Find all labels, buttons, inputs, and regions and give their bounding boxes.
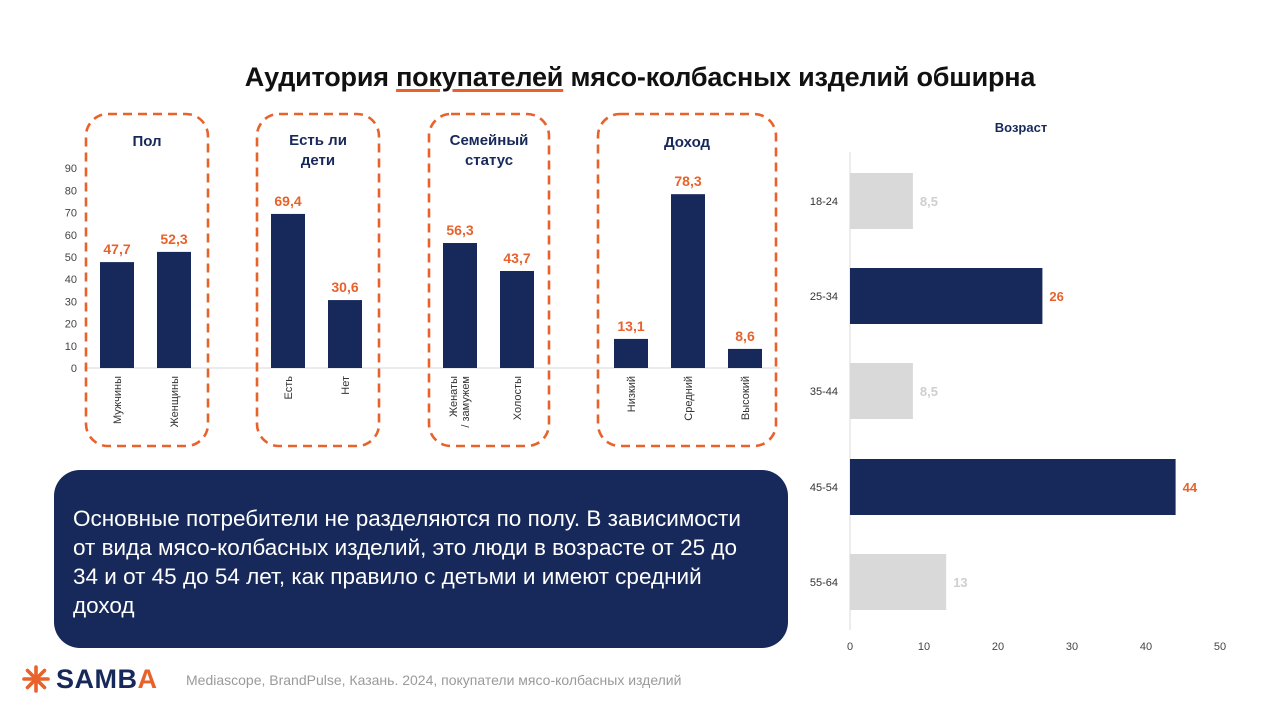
bar <box>328 300 362 368</box>
age-category-label: 25-34 <box>810 291 838 303</box>
category-label: Средний <box>683 376 695 421</box>
category-label: Есть <box>283 376 295 400</box>
bar-value-label: 13,1 <box>617 318 644 334</box>
bar <box>671 194 705 368</box>
category-label: Высокий <box>740 376 752 420</box>
bar-value-label: 52,3 <box>160 231 187 247</box>
group-title: Доход <box>664 134 711 151</box>
age-bar <box>850 268 1043 324</box>
group-frame <box>596 112 778 448</box>
category-label: Нет <box>340 376 352 395</box>
page-title: Аудитория покупателей мясо-колбасных изд… <box>0 62 1280 93</box>
age-bar-value-label: 13 <box>953 575 967 590</box>
x-tick-label: 0 <box>847 641 853 653</box>
bar <box>500 270 534 368</box>
y-tick-label: 50 <box>65 252 77 264</box>
category-label: Женщины <box>169 376 181 427</box>
bar-value-label: 78,3 <box>674 173 701 189</box>
bar <box>614 338 648 368</box>
category-label: / замужем <box>460 376 472 428</box>
bar <box>728 348 762 368</box>
y-tick-label: 20 <box>65 319 77 331</box>
summary-box: Основные потребители не разделяются по п… <box>54 470 788 648</box>
group-frame <box>84 112 210 448</box>
y-tick-label: 30 <box>65 296 77 308</box>
y-tick-label: 70 <box>65 208 77 220</box>
bar-value-label: 8,6 <box>735 328 755 344</box>
title-after: мясо-колбасных изделий обширна <box>563 62 1036 92</box>
samba-logo: SAMBA <box>22 663 158 695</box>
y-tick-label: 90 <box>65 163 77 175</box>
bar-value-label: 47,7 <box>103 241 130 257</box>
y-tick-label: 40 <box>65 274 77 286</box>
category-label: Мужчины <box>112 376 124 424</box>
x-tick-label: 10 <box>918 641 930 653</box>
y-tick-label: 0 <box>71 363 77 375</box>
title-highlight: покупателей <box>396 62 564 92</box>
group-title: Семейный <box>450 132 529 149</box>
age-bar-value-label: 26 <box>1049 289 1063 304</box>
bar-value-label: 56,3 <box>446 222 473 238</box>
logo-text: SAMBA <box>56 663 158 694</box>
x-tick-label: 50 <box>1214 641 1226 653</box>
bar <box>157 251 191 368</box>
x-tick-label: 40 <box>1140 641 1152 653</box>
age-category-label: 18-24 <box>810 196 838 208</box>
asterisk-icon <box>22 665 50 693</box>
group-title: Есть ли <box>289 132 347 149</box>
age-category-label: 45-54 <box>810 482 838 494</box>
age-bar <box>850 459 1176 515</box>
age-bar-value-label: 44 <box>1183 480 1198 495</box>
y-tick-label: 60 <box>65 230 77 242</box>
bar-value-label: 69,4 <box>274 193 301 209</box>
bar-value-label: 30,6 <box>331 279 358 295</box>
category-label: Низкий <box>626 376 638 412</box>
source-footer: Mediascope, BrandPulse, Казань. 2024, по… <box>186 672 682 688</box>
category-label: Женаты <box>448 376 460 417</box>
bar <box>271 213 305 368</box>
x-tick-label: 20 <box>992 641 1004 653</box>
summary-text: Основные потребители не разделяются по п… <box>73 506 741 618</box>
bar-value-label: 43,7 <box>503 250 530 266</box>
age-bar <box>850 173 913 229</box>
age-bar <box>850 554 947 610</box>
age-category-label: 35-44 <box>810 386 838 398</box>
age-chart-title: Возраст <box>995 120 1047 135</box>
age-bar-value-label: 8,5 <box>920 384 938 399</box>
group-title: Пол <box>132 133 161 150</box>
age-category-label: 55-64 <box>810 577 838 589</box>
bar <box>443 243 477 368</box>
title-before: Аудитория <box>244 62 397 92</box>
age-bar <box>850 363 913 419</box>
group-title: статус <box>465 152 513 169</box>
group-frame <box>427 112 551 448</box>
group-title: дети <box>301 152 335 169</box>
x-tick-label: 30 <box>1066 641 1078 653</box>
y-tick-label: 10 <box>65 341 77 353</box>
y-tick-label: 80 <box>65 185 77 197</box>
group-frame <box>255 112 381 448</box>
category-label: Холосты <box>512 376 524 420</box>
age-bar-value-label: 8,5 <box>920 194 938 209</box>
bar <box>100 262 134 368</box>
